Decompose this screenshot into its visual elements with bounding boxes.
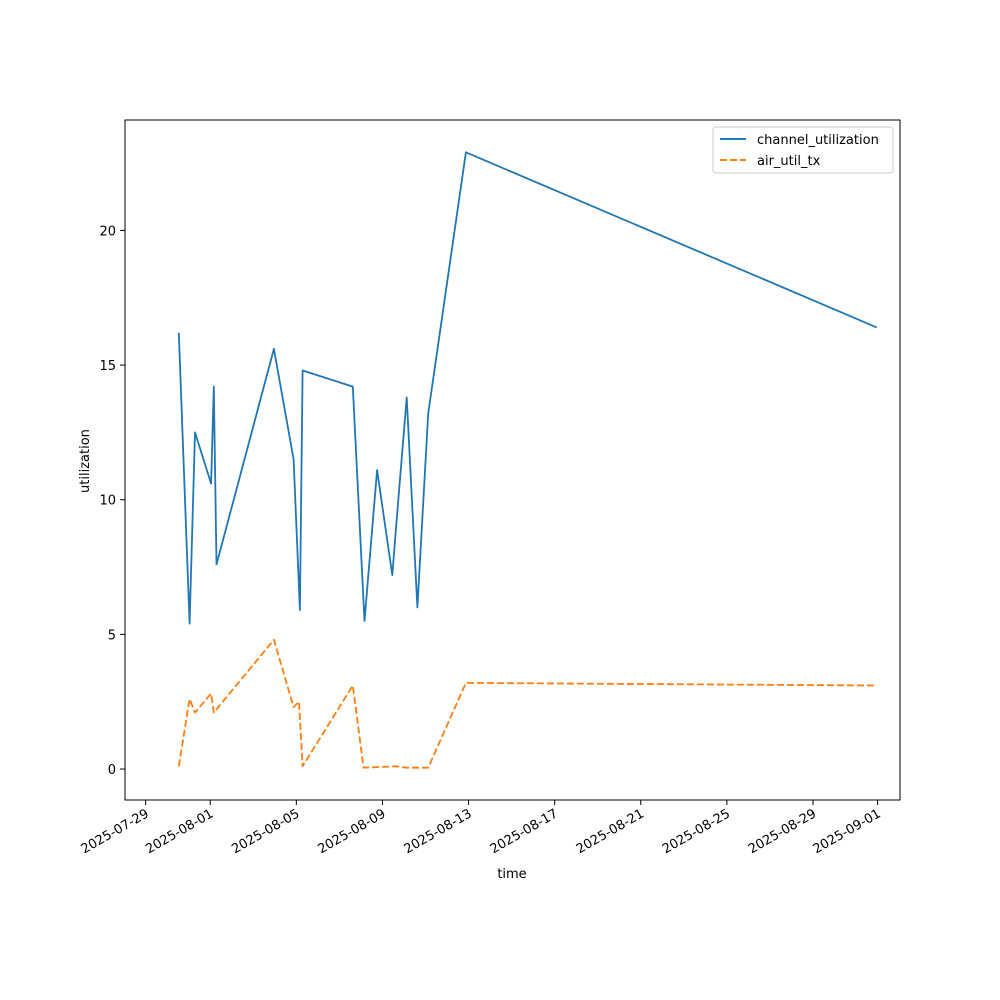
plot-area	[177, 151, 878, 769]
axes-frame	[124, 119, 901, 801]
y-axis-label: utilization	[78, 429, 93, 493]
legend: channel_utilization air_util_tx	[712, 126, 894, 174]
series-line-air-util-tx	[177, 638, 877, 769]
y-tick-label: 15	[99, 359, 116, 374]
y-tick-label: 5	[108, 628, 116, 643]
x-axis-label: time	[497, 867, 526, 882]
legend-label-channel-utilization: channel_utilization	[757, 133, 879, 148]
y-tick-label: 20	[99, 224, 116, 239]
y-tick-label: 0	[108, 763, 116, 778]
series-line-channel-utilization	[177, 151, 878, 625]
legend-box	[712, 126, 894, 174]
legend-label-air-util-tx: air_util_tx	[757, 154, 821, 169]
y-tick-label: 10	[99, 494, 116, 509]
